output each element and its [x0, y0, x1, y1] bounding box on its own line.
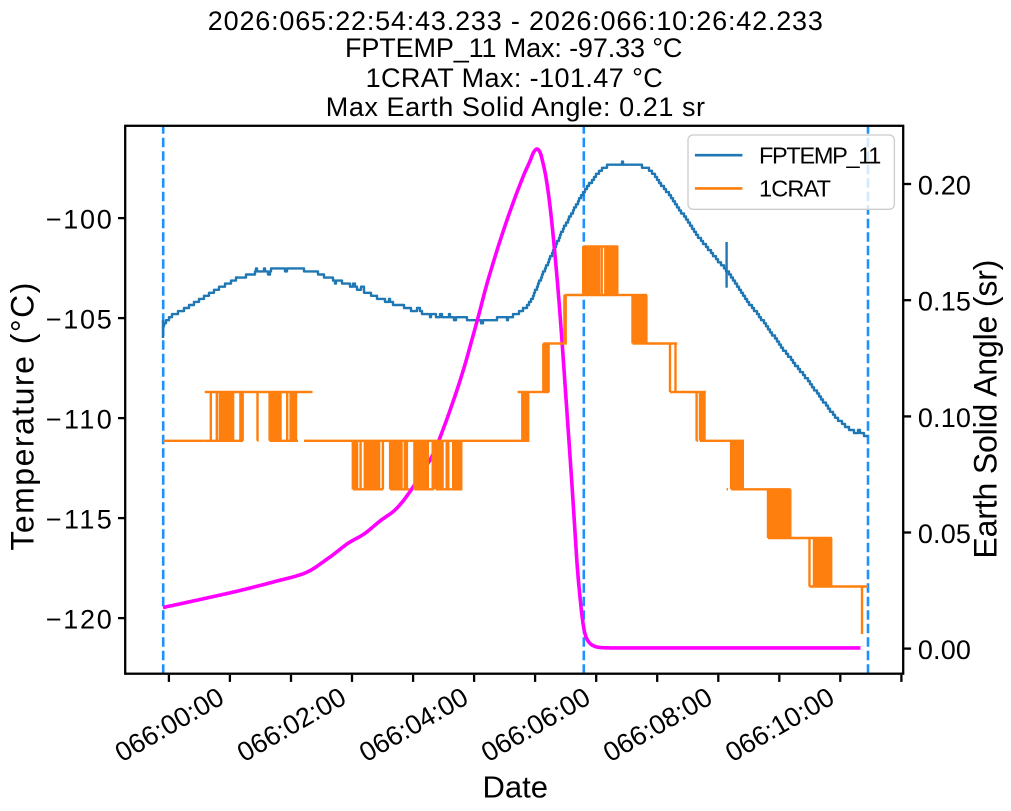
svg-text:1CRAT Max: -101.47 °C: 1CRAT Max: -101.47 °C — [366, 63, 663, 93]
svg-text:Earth Solid Angle (sr): Earth Solid Angle (sr) — [968, 260, 1004, 559]
svg-text:0.10: 0.10 — [918, 403, 971, 433]
svg-text:Max Earth Solid Angle: 0.21 sr: Max Earth Solid Angle: 0.21 sr — [326, 92, 705, 122]
svg-text:0.15: 0.15 — [918, 287, 971, 317]
svg-text:FPTEMP_11: FPTEMP_11 — [759, 142, 881, 168]
svg-text:0.00: 0.00 — [918, 635, 971, 665]
svg-text:2026:065:22:54:43.233 - 2026:0: 2026:065:22:54:43.233 - 2026:066:10:26:4… — [208, 6, 823, 36]
svg-text:0.05: 0.05 — [918, 519, 971, 549]
svg-text:0.20: 0.20 — [918, 170, 971, 200]
svg-text:Date: Date — [483, 770, 548, 805]
svg-text:1CRAT: 1CRAT — [759, 176, 831, 202]
svg-text:FPTEMP_11 Max: -97.33 °C: FPTEMP_11 Max: -97.33 °C — [345, 33, 682, 63]
svg-text:Temperature (°C): Temperature (°C) — [5, 283, 41, 551]
